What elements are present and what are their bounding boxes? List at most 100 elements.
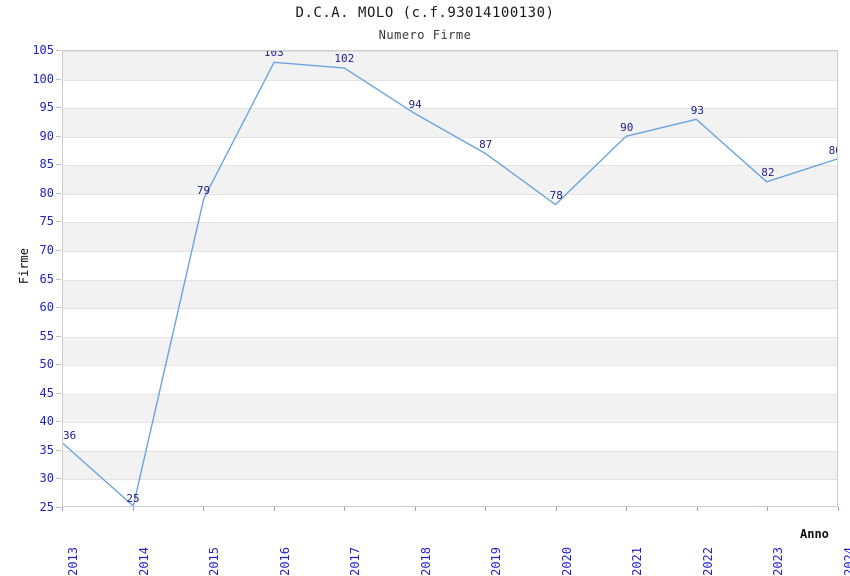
y-tick-mark bbox=[56, 164, 61, 165]
x-tick-mark bbox=[485, 507, 486, 511]
grid-band bbox=[63, 51, 837, 80]
y-tick-label: 105 bbox=[32, 43, 54, 57]
y-tick-mark bbox=[56, 279, 61, 280]
x-tick-mark bbox=[62, 507, 63, 511]
data-point-label: 94 bbox=[408, 97, 422, 111]
y-tick-label: 35 bbox=[39, 442, 54, 457]
y-tick-label: 75 bbox=[39, 214, 54, 229]
y-tick-mark bbox=[56, 136, 61, 137]
x-axis-tick-labels: 2013 2014 2015 2016 2017 2018 2019 2020 2021 2022… bbox=[62, 507, 850, 576]
y-tick-mark bbox=[56, 79, 61, 80]
y-axis-tickmarks bbox=[0, 50, 62, 508]
chart-title: D.C.A. MOLO (c.f.93014100130) bbox=[295, 5, 555, 21]
x-tick-label: 2013 bbox=[66, 547, 80, 576]
y-tick-mark bbox=[56, 450, 61, 451]
data-point-label: 86 bbox=[828, 143, 837, 157]
grid-band bbox=[63, 222, 837, 251]
gridline bbox=[63, 394, 837, 395]
y-tick-mark bbox=[56, 421, 61, 422]
grid-band bbox=[63, 108, 837, 137]
x-tick-label: 2021 bbox=[630, 547, 645, 576]
data-point-label: 79 bbox=[196, 183, 211, 197]
plot-area: 36 25 79 103 102 94 87 78 90 93 82 86 bbox=[62, 50, 838, 507]
data-point-label: 36 bbox=[63, 429, 77, 443]
gridline bbox=[63, 251, 837, 252]
y-tick-label: 45 bbox=[39, 385, 54, 400]
y-tick-mark bbox=[56, 50, 61, 51]
data-point-label: 87 bbox=[479, 137, 493, 151]
y-tick-label: 65 bbox=[39, 271, 54, 286]
y-tick-mark bbox=[56, 478, 61, 479]
x-tick-mark bbox=[838, 507, 839, 511]
y-tick-label: 90 bbox=[39, 128, 54, 143]
gridline bbox=[63, 280, 837, 281]
y-tick-label: 25 bbox=[39, 500, 54, 514]
data-point-label: 102 bbox=[334, 52, 355, 66]
y-tick-label: 100 bbox=[32, 71, 54, 86]
grid-band bbox=[63, 336, 837, 366]
y-tick-label: 80 bbox=[39, 185, 54, 200]
gridline bbox=[63, 108, 837, 109]
y-tick-label: 60 bbox=[39, 300, 54, 315]
x-tick-mark bbox=[415, 507, 416, 511]
grid-band bbox=[63, 450, 837, 480]
x-tick-label: 2014 bbox=[136, 547, 151, 576]
y-tick-mark bbox=[56, 364, 61, 365]
y-tick-mark bbox=[56, 193, 61, 194]
data-point-label: 93 bbox=[690, 103, 704, 117]
gridline bbox=[63, 479, 837, 480]
gridline bbox=[63, 165, 837, 166]
x-tick-mark bbox=[133, 507, 134, 511]
grid-band bbox=[63, 393, 837, 423]
data-point-label: 78 bbox=[549, 189, 563, 203]
y-axis-title: Firme bbox=[17, 248, 31, 285]
x-tick-label: 2016 bbox=[277, 547, 292, 576]
data-point-label: 103 bbox=[263, 50, 284, 60]
x-axis-title: Anno bbox=[800, 527, 829, 541]
y-tick-mark bbox=[56, 221, 61, 222]
gridline bbox=[63, 308, 837, 309]
y-tick-label: 30 bbox=[39, 471, 54, 486]
y-tick-mark bbox=[56, 393, 61, 394]
y-tick-label: 70 bbox=[39, 242, 54, 257]
y-tick-mark bbox=[56, 507, 61, 508]
series-line bbox=[63, 61, 837, 506]
y-tick-mark bbox=[56, 336, 61, 337]
chart-subtitle: Numero Firme bbox=[378, 28, 472, 42]
y-tick-label: 50 bbox=[39, 357, 54, 372]
line-chart: D.C.A. MOLO (c.f.93014100130) Numero Fir… bbox=[0, 5, 850, 576]
x-tick-label: 2024 bbox=[842, 547, 850, 576]
x-tick-mark bbox=[274, 507, 275, 511]
x-tick-label: 2023 bbox=[771, 547, 786, 576]
x-tick-mark bbox=[767, 507, 768, 511]
gridline bbox=[63, 422, 837, 423]
y-tick-mark bbox=[56, 107, 61, 108]
y-tick-label: 55 bbox=[39, 328, 54, 343]
gridline bbox=[63, 137, 837, 138]
x-tick-label: 2020 bbox=[559, 547, 574, 576]
y-tick-mark bbox=[56, 307, 61, 308]
x-tick-label: 2019 bbox=[489, 547, 504, 576]
gridline bbox=[63, 337, 837, 338]
x-tick-mark bbox=[697, 507, 698, 511]
x-tick-mark bbox=[556, 507, 557, 511]
x-tick-label: 2015 bbox=[207, 547, 222, 576]
data-point-label: 90 bbox=[620, 120, 634, 134]
gridline bbox=[63, 222, 837, 223]
x-tick-mark bbox=[344, 507, 345, 511]
gridline bbox=[63, 80, 837, 81]
data-point-label: 82 bbox=[761, 166, 775, 180]
x-tick-label: 2017 bbox=[348, 547, 363, 576]
y-axis-tick-labels: 25 30 35 40 45 50 55 60 65 70 75 80 85 90 95 100 105 bbox=[0, 44, 54, 513]
gridline bbox=[63, 365, 837, 366]
y-tick-mark bbox=[56, 250, 61, 251]
x-tick-mark bbox=[626, 507, 627, 511]
gridline bbox=[63, 194, 837, 195]
gridline bbox=[63, 451, 837, 452]
gridline bbox=[63, 51, 837, 52]
grid-band bbox=[63, 279, 837, 309]
y-tick-label: 40 bbox=[39, 414, 54, 429]
y-tick-label: 95 bbox=[39, 100, 54, 115]
x-tick-mark bbox=[203, 507, 204, 511]
y-tick-label: 85 bbox=[39, 157, 54, 172]
